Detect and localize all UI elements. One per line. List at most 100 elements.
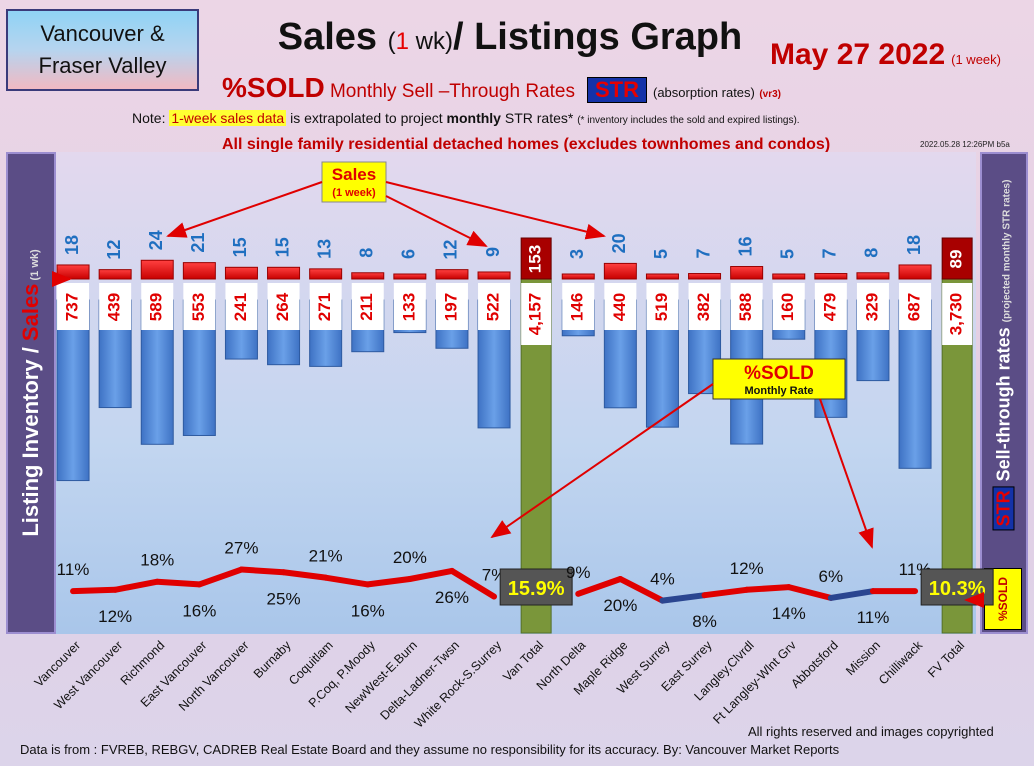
inventory-label: 4,157 (526, 293, 545, 336)
sales-bar (941, 237, 973, 280)
inventory-label: 3,730 (947, 293, 966, 336)
region-line-1: Vancouver & (40, 21, 165, 46)
chart-title: Sales (1 wk)/ Listings Graph (250, 16, 770, 59)
sold-arrow (819, 398, 874, 549)
inventory-label: 439 (105, 293, 124, 321)
inventory-label-bg (478, 283, 511, 330)
sales-bar (56, 264, 90, 280)
sold-callout-box (712, 358, 846, 400)
rate-label: 26% (435, 588, 469, 607)
right-side-panel: STR Sell-through rates (projected monthl… (980, 152, 1028, 634)
title-part-listings: / Listings Graph (452, 16, 743, 58)
inventory-label: 522 (484, 293, 503, 321)
sales-label: 15 (230, 237, 250, 257)
inventory-label: 553 (189, 293, 208, 321)
inventory-label: 271 (315, 293, 334, 321)
inventory-label-bg (309, 283, 342, 330)
sales-label: 8 (862, 248, 882, 258)
rate-label: 25% (267, 589, 301, 608)
inventory-label-bg (730, 283, 763, 330)
inventory-label-bg (688, 283, 721, 330)
rate-label: 10.3% (929, 578, 986, 600)
subtitle-sold: %SOLD (222, 72, 325, 103)
rate-label: 16% (182, 601, 216, 620)
str-line-segment (112, 578, 161, 593)
absorption-text: (absorption rates) (652, 85, 755, 100)
str-line-segment (659, 592, 708, 604)
sales-bar (856, 272, 890, 280)
sales-label: 21 (188, 233, 208, 253)
sales-bar (435, 269, 469, 280)
inventory-label-bg (521, 283, 552, 345)
rate-label: 11% (57, 560, 90, 579)
sales-bar (603, 262, 637, 280)
sales-bar (898, 264, 932, 280)
category-label: NewWest-E.Burn (342, 638, 420, 716)
rate-label: 8% (692, 612, 717, 631)
inventory-label: 589 (147, 293, 166, 321)
str-line-segment (448, 567, 498, 600)
str-line-segment (238, 566, 287, 576)
sales-bar (98, 269, 132, 280)
rate-label: 12% (730, 559, 764, 578)
rate-label: 18% (140, 551, 174, 570)
sales-bar (561, 273, 595, 280)
inventory-label-bg (99, 283, 132, 330)
sales-label: 15 (272, 237, 292, 257)
sales-label: 12 (104, 240, 124, 260)
str-line-segment (322, 574, 371, 588)
inventory-label: 160 (778, 293, 797, 321)
sold-arrow (490, 383, 714, 539)
inventory-label-bg (393, 283, 426, 330)
inventory-label-bg (435, 283, 468, 330)
inventory-label-bg (856, 283, 889, 330)
sales-bar (520, 237, 552, 280)
rate-label-bg (499, 568, 573, 606)
sales-label: 13 (314, 239, 334, 259)
rate-label: 12% (98, 607, 132, 626)
inventory-label: 133 (399, 293, 418, 321)
title-part-sales: Sales (277, 16, 388, 58)
sales-arrow (385, 181, 606, 240)
str-line-segment (575, 576, 624, 597)
str-line-segment (70, 586, 119, 595)
sales-label: 16 (735, 237, 755, 257)
sales-label: 89 (947, 250, 966, 269)
rate-label: 4% (650, 570, 675, 589)
inventory-label: 264 (273, 292, 292, 321)
note-line: Note: 1-week sales data is extrapolated … (132, 110, 800, 126)
rate-label: 11% (857, 608, 890, 627)
sales-label: 7 (820, 249, 840, 259)
report-date: May 27 2022 (1 week) (770, 38, 1001, 72)
rate-label: 21% (309, 547, 343, 566)
rate-label: 6% (819, 567, 844, 586)
inventory-label-bg (267, 283, 300, 330)
title-number: 1 (395, 28, 409, 55)
sales-bar (393, 273, 427, 280)
inventory-label: 737 (63, 293, 82, 321)
inventory-label: 382 (694, 293, 713, 321)
sales-bar (688, 273, 722, 280)
sales-callout-sub: (1 week) (332, 187, 376, 199)
str-line-segment (827, 588, 876, 601)
sales-bar (645, 273, 679, 280)
inventory-label: 146 (568, 293, 587, 321)
rate-label: 16% (351, 601, 385, 620)
sales-label: 18 (62, 235, 82, 255)
sold-callout-title: %SOLD (744, 363, 814, 384)
inventory-label-bg (814, 283, 847, 330)
inventory-label-bg (942, 283, 973, 345)
str-line-segment (406, 567, 455, 582)
date-suffix: (1 week) (951, 52, 1001, 67)
subtitle: %SOLD Monthly Sell –Through Rates STR (abs… (222, 72, 781, 104)
sales-label: 8 (357, 248, 377, 258)
sales-label: 5 (651, 249, 671, 259)
sales-label: 9 (483, 247, 503, 257)
sales-bar (477, 271, 511, 280)
sales-label: 12 (441, 240, 461, 260)
rate-label: 20% (393, 548, 427, 567)
inventory-label-bg (351, 283, 384, 330)
inventory-label-bg (141, 283, 174, 330)
str-badge: STR (586, 77, 647, 103)
sales-bar (309, 268, 343, 280)
